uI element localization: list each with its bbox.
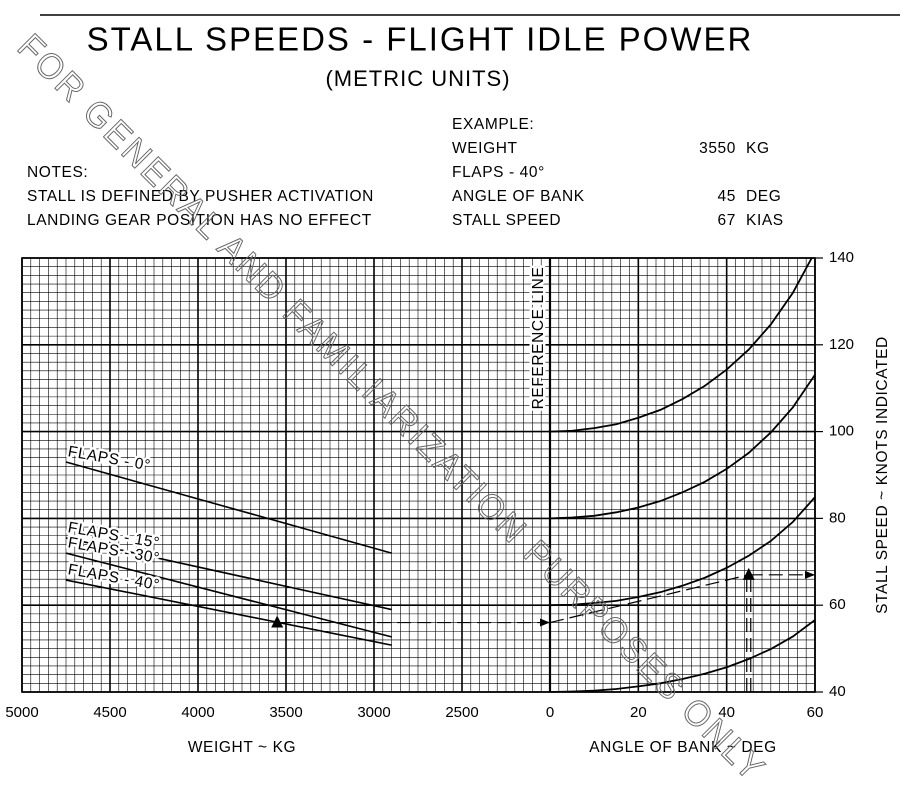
bank-curves bbox=[549, 258, 815, 692]
flaps-line bbox=[65, 552, 392, 638]
example-unit: DEG bbox=[746, 188, 781, 205]
example-unit: KIAS bbox=[746, 212, 784, 229]
example-label: ANGLE OF BANK bbox=[452, 188, 585, 205]
example-heading: EXAMPLE: bbox=[452, 116, 534, 133]
note: LANDING GEAR POSITION HAS NO EFFECT bbox=[27, 212, 372, 229]
example-value: 45 bbox=[718, 188, 736, 205]
x-axis-label: ANGLE OF BANK ~ DEG bbox=[589, 739, 777, 756]
flaps-line bbox=[65, 461, 392, 554]
example-unit: KG bbox=[746, 140, 770, 157]
x-tick-label: 20 bbox=[630, 704, 647, 721]
y-tick-label: 60 bbox=[829, 596, 846, 613]
x-tick-label: 3500 bbox=[269, 704, 302, 721]
x-tick-label: 4500 bbox=[93, 704, 126, 721]
watermark: FOR GENERAL AND FAMILIARIZATION PURPOSES… bbox=[10, 26, 774, 790]
x-tick-label: 5000 bbox=[5, 704, 38, 721]
example-marker bbox=[742, 567, 755, 580]
bank-curve bbox=[549, 496, 815, 607]
flaps-line bbox=[65, 537, 392, 611]
y-tick-label: 120 bbox=[829, 336, 854, 353]
notes-heading: NOTES: bbox=[27, 164, 88, 181]
y-tick-label: 100 bbox=[829, 423, 854, 440]
flaps-line bbox=[65, 579, 392, 646]
y-axis-label: STALL SPEED ~ KNOTS INDICATED bbox=[874, 336, 891, 614]
x-tick-label: 60 bbox=[807, 704, 824, 721]
bank-curve bbox=[549, 258, 813, 433]
note: STALL IS DEFINED BY PUSHER ACTIVATION bbox=[27, 188, 374, 205]
x-tick-label: 3000 bbox=[357, 704, 390, 721]
x-axis-label: WEIGHT ~ KG bbox=[188, 739, 296, 756]
arrow-head bbox=[805, 570, 815, 579]
y-tick-label: 80 bbox=[829, 509, 846, 526]
example-value: 3550 bbox=[699, 140, 736, 157]
x-tick-label: 40 bbox=[718, 704, 735, 721]
arrow-head bbox=[540, 618, 550, 627]
bank-curve bbox=[549, 619, 815, 692]
example-path bbox=[549, 574, 749, 624]
y-tick-label: 140 bbox=[829, 249, 854, 266]
y-tick-label: 40 bbox=[829, 683, 846, 700]
plot-frame bbox=[21, 257, 816, 693]
reference-line-label: REFERENCE LINE bbox=[530, 267, 547, 410]
example-label: WEIGHT bbox=[452, 140, 518, 157]
chart-subtitle: (METRIC UNITS) bbox=[325, 66, 510, 91]
example-label: STALL SPEED bbox=[452, 212, 561, 229]
example-label: FLAPS - 40° bbox=[452, 164, 545, 181]
example-value: 67 bbox=[718, 212, 736, 229]
plot: 5000 4500 4000 3500 3000 2500 0 20 40 60 40 60 80 100… bbox=[5, 249, 854, 721]
bank-curve bbox=[549, 374, 815, 520]
x-tick-label: 4000 bbox=[181, 704, 214, 721]
x-tick-label: 2500 bbox=[445, 704, 478, 721]
x-tick-label: 0 bbox=[546, 704, 554, 721]
example-marker bbox=[271, 615, 284, 628]
chart-title: STALL SPEEDS - FLIGHT IDLE POWER bbox=[87, 21, 754, 58]
